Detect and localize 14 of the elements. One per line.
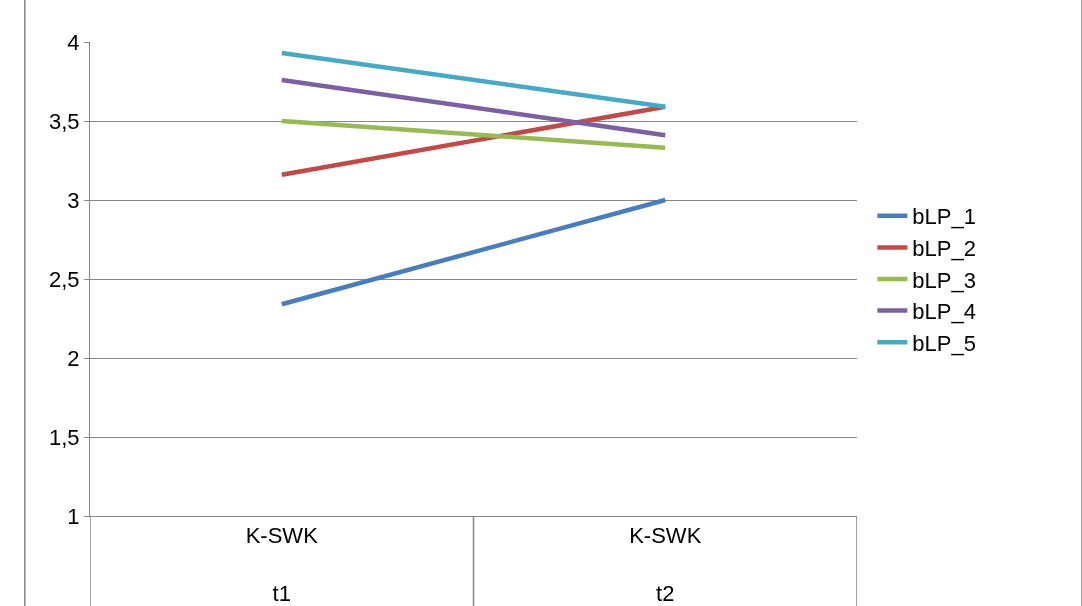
y-tick-label: 1: [67, 503, 80, 529]
category-label: K-SWK t1: [245, 523, 318, 606]
legend-label: bLP_3: [912, 267, 976, 293]
y-tick-label: 2: [67, 345, 80, 371]
legend-label: bLP_4: [912, 299, 976, 325]
y-tick-label: 1,5: [49, 424, 80, 450]
y-tick-label: 3,5: [49, 108, 80, 134]
legend-label: bLP_2: [912, 235, 976, 261]
category-label: K-SWK t2: [629, 523, 702, 606]
y-tick-label: 3: [67, 187, 80, 213]
y-tick-label: 4: [67, 29, 80, 55]
y-tick-label: 2,5: [49, 266, 80, 292]
legend-label: bLP_5: [912, 330, 976, 356]
legend-label: bLP_1: [912, 204, 976, 230]
